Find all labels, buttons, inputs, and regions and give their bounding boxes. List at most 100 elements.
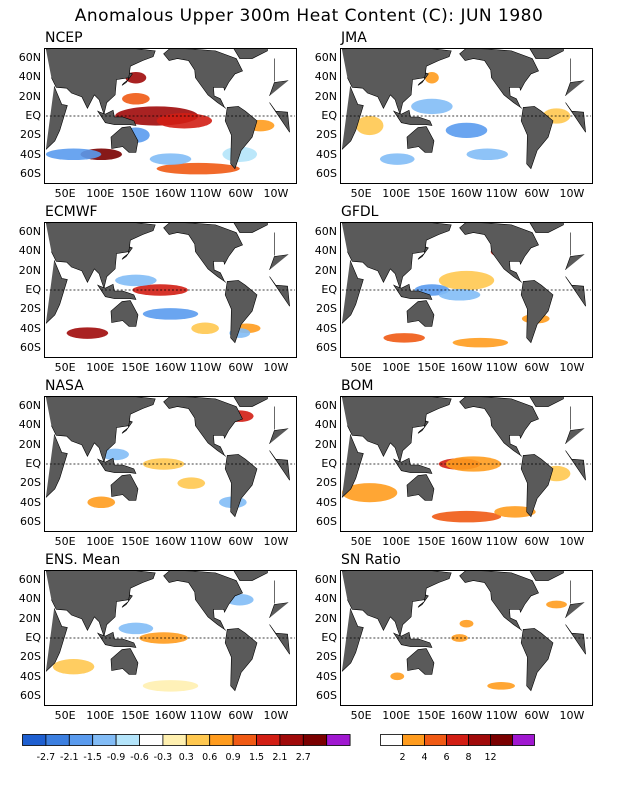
colorbar-swatch [402,734,425,746]
lon-tick-label: 10W [559,187,585,200]
lat-tick-label: 60S [20,341,41,355]
anomaly-region [411,98,453,115]
lat-tick-label: 40N [18,244,41,258]
lat-tick-label: 20S [316,650,337,664]
lat-tick-label: 40S [316,321,337,335]
lat-tick-label: 20N [314,263,337,277]
lon-tick-label: 50E [54,187,76,200]
land-mass [529,49,564,59]
land-mass [520,454,554,518]
lon-tick-label: 160W [450,535,483,548]
lon-tick-label: 160W [154,535,187,548]
lon-tick-label: 110W [485,535,518,548]
anomaly-region [452,337,509,348]
lat-tick-label: 20N [18,437,41,451]
lat-tick-label: 20S [316,302,337,316]
land-mass [110,126,139,153]
land-mass [417,420,429,434]
anomaly-region [355,116,384,136]
lat-tick-label: 40N [18,418,41,432]
lon-tick-label: 50E [54,361,76,374]
colorbar-tick-label: 0.9 [226,752,241,763]
lat-tick-label: 40N [18,592,41,606]
lat-tick-label: 60S [316,167,337,181]
lat-tick-label: 60N [18,50,41,64]
land-mass [110,648,139,675]
lon-tick-label: 110W [485,187,518,200]
land-mass [392,631,433,648]
panel-title: BOM [341,378,374,394]
lat-tick-label: 60N [18,398,41,412]
lon-tick-label: 110W [485,361,518,374]
lat-tick-label: 20S [20,302,41,316]
lon-tick-label: 50E [54,709,76,722]
lon-tick-label: 160W [154,187,187,200]
lon-tick-label: 100E [86,361,115,374]
lat-tick-label: EQ [25,631,41,644]
land-mass [341,254,586,324]
lat-tick-label: EQ [321,109,337,122]
lon-tick-label: 150E [417,535,446,548]
land-mass [224,106,258,170]
colorbar-swatch [446,734,469,746]
sn-ratio-colorbar: 2 4 6 8 12 [380,734,535,763]
land-mass [45,49,275,116]
lat-tick-label: EQ [321,283,337,296]
colorbar-tick-label: 2.1 [272,752,287,763]
lat-tick-label: 20S [20,650,41,664]
colorbar-tick-label: 2 [399,752,405,763]
lon-tick-label: 10W [263,187,289,200]
lat-tick-label: 40S [20,321,41,335]
land-mass [341,397,571,464]
lon-tick-label: 160W [154,361,187,374]
lon-tick-label: 100E [382,187,411,200]
anomaly-region [438,289,481,301]
anomaly-region [142,680,199,692]
land-mass [341,602,586,672]
anomaly-region [390,672,405,681]
anomaly-region [122,93,150,105]
lat-tick-label: 20S [20,128,41,142]
anomaly-region [52,659,95,675]
colorbar-tick-label: 0.6 [202,752,217,763]
colorbar-tick-label: 1.5 [249,752,264,763]
land-mass [233,223,268,233]
anomaly-region [177,477,206,489]
colorbar-tick-label: 0.3 [179,752,194,763]
lat-tick-label: EQ [25,283,41,296]
ocean-map [340,48,593,184]
lat-tick-label: EQ [25,109,41,122]
lat-tick-label: EQ [321,457,337,470]
colorbar-swatch [232,734,257,746]
land-mass [121,420,133,434]
lat-tick-label: 40N [314,244,337,258]
colorbar-tick-label: -2.1 [60,752,79,763]
ocean-map [340,396,593,532]
lon-tick-label: 10W [263,361,289,374]
ocean-map [340,222,593,358]
anomaly-region [142,308,199,320]
land-mass [224,628,258,692]
land-mass [406,474,435,501]
land-mass [392,109,433,126]
anomaly-region [445,122,488,139]
anomaly-region [118,622,154,635]
lat-tick-label: 40S [316,495,337,509]
land-mass [110,474,139,501]
lat-tick-label: 20N [314,89,337,103]
lon-tick-label: 100E [382,535,411,548]
land-mass [163,223,243,283]
lat-tick-label: 60S [20,689,41,703]
lat-tick-label: 60S [316,341,337,355]
colorbar-swatch [22,734,47,746]
colorbar-swatch [512,734,535,746]
land-mass [121,72,133,86]
lon-tick-label: 50E [54,535,76,548]
panel-title: JMA [341,30,367,46]
anomaly-region [494,506,536,518]
colorbar-swatch [256,734,281,746]
colorbar-tick-label: 4 [421,752,427,763]
anomaly-region [546,600,567,609]
lon-tick-label: 160W [450,187,483,200]
colorbar-tick-label: 2.7 [296,752,311,763]
